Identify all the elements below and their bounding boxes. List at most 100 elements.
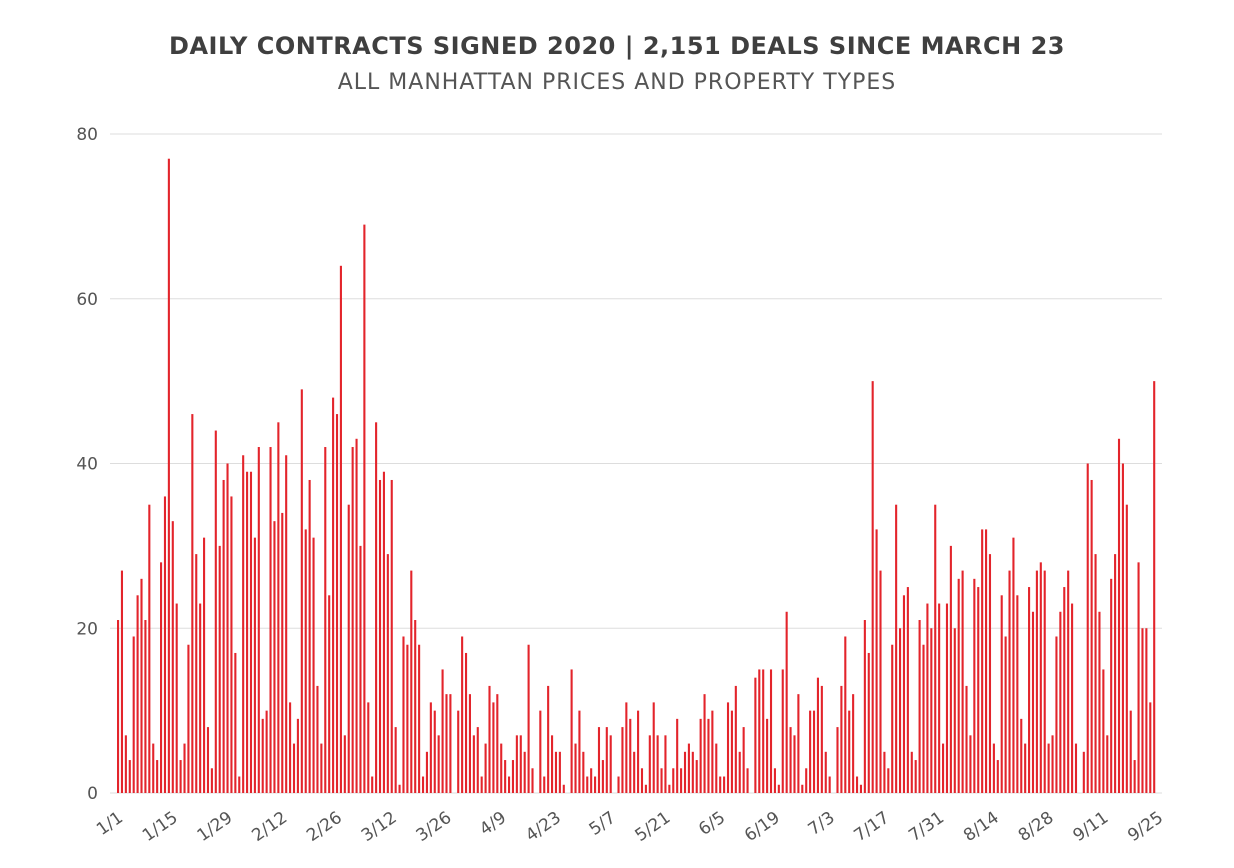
bar (335, 414, 339, 793)
bar (883, 751, 886, 793)
bar (179, 760, 182, 793)
bar (687, 743, 690, 793)
bar (648, 735, 651, 793)
bar (629, 718, 632, 793)
bar (324, 447, 327, 793)
bar (531, 768, 534, 793)
bar (1141, 628, 1144, 793)
bar (816, 677, 819, 793)
bar (136, 595, 139, 793)
bar (332, 397, 335, 793)
bar (1059, 611, 1062, 793)
bar (1020, 718, 1023, 793)
bar (484, 743, 487, 793)
bar (640, 768, 644, 793)
bar (1110, 578, 1113, 793)
bar (942, 743, 945, 793)
bar (1090, 479, 1093, 793)
bar (945, 603, 949, 793)
bar (1125, 504, 1128, 793)
bar (1000, 595, 1003, 793)
bar (406, 644, 409, 793)
bar (472, 735, 475, 793)
x-tick-label: 7/31 (905, 808, 948, 846)
bar (574, 743, 577, 793)
bar (543, 776, 546, 793)
bar (445, 694, 448, 793)
bar (664, 735, 667, 793)
bar (707, 718, 710, 793)
bar (711, 710, 714, 794)
bar (703, 694, 706, 793)
bar (504, 760, 507, 793)
bar (347, 504, 350, 793)
bar (394, 727, 397, 793)
bar (1028, 587, 1031, 793)
bar (914, 760, 917, 793)
bar (206, 727, 210, 793)
bar (367, 702, 370, 793)
bar (973, 578, 976, 793)
bar (762, 669, 765, 793)
bar (1106, 735, 1109, 793)
y-tick-label: 20 (76, 619, 98, 639)
bar (621, 727, 624, 793)
bar (848, 710, 851, 794)
bar (261, 718, 264, 793)
bar (926, 603, 929, 793)
bar (1043, 570, 1046, 793)
bar (1145, 628, 1148, 793)
x-tick-label: 4/23 (522, 808, 565, 846)
bar (183, 743, 186, 793)
bar (801, 784, 804, 793)
bar (1016, 595, 1019, 793)
bar (938, 603, 941, 793)
bar (672, 768, 675, 793)
bar (152, 743, 155, 793)
bar (844, 636, 847, 793)
bar (668, 784, 671, 793)
bar (578, 710, 581, 794)
bar (660, 768, 663, 793)
bar (934, 504, 937, 793)
bar (785, 611, 788, 793)
x-tick-label: 7/3 (805, 808, 839, 840)
x-tick-label: 9/11 (1070, 808, 1113, 846)
bar (398, 784, 401, 793)
bar (328, 595, 331, 793)
bar (1114, 554, 1117, 793)
bar (863, 620, 866, 793)
bar (961, 570, 964, 793)
x-tick-label: 6/19 (741, 808, 784, 846)
bar (820, 685, 823, 793)
bar (148, 504, 151, 793)
bar (754, 677, 757, 793)
bar (781, 669, 784, 793)
bar (449, 694, 452, 793)
bar (953, 628, 956, 793)
bar (226, 463, 229, 793)
bar (551, 735, 554, 793)
bar (339, 265, 342, 793)
bar (1012, 537, 1015, 793)
bar (171, 521, 174, 793)
bar (523, 751, 526, 793)
bar (437, 735, 440, 793)
bar (464, 652, 468, 793)
bar (1153, 381, 1156, 794)
bar (957, 578, 960, 793)
bar (316, 685, 319, 793)
bar (985, 529, 988, 793)
bar (359, 545, 362, 794)
bar (637, 710, 640, 794)
bar (719, 776, 722, 793)
bar (312, 537, 315, 793)
bar (625, 702, 628, 793)
bar (144, 620, 147, 793)
bar (199, 603, 202, 793)
bar (773, 768, 776, 793)
y-tick-label: 60 (76, 290, 98, 310)
bar (527, 644, 530, 793)
bar (582, 751, 585, 793)
x-tick-label: 8/28 (1015, 808, 1058, 846)
